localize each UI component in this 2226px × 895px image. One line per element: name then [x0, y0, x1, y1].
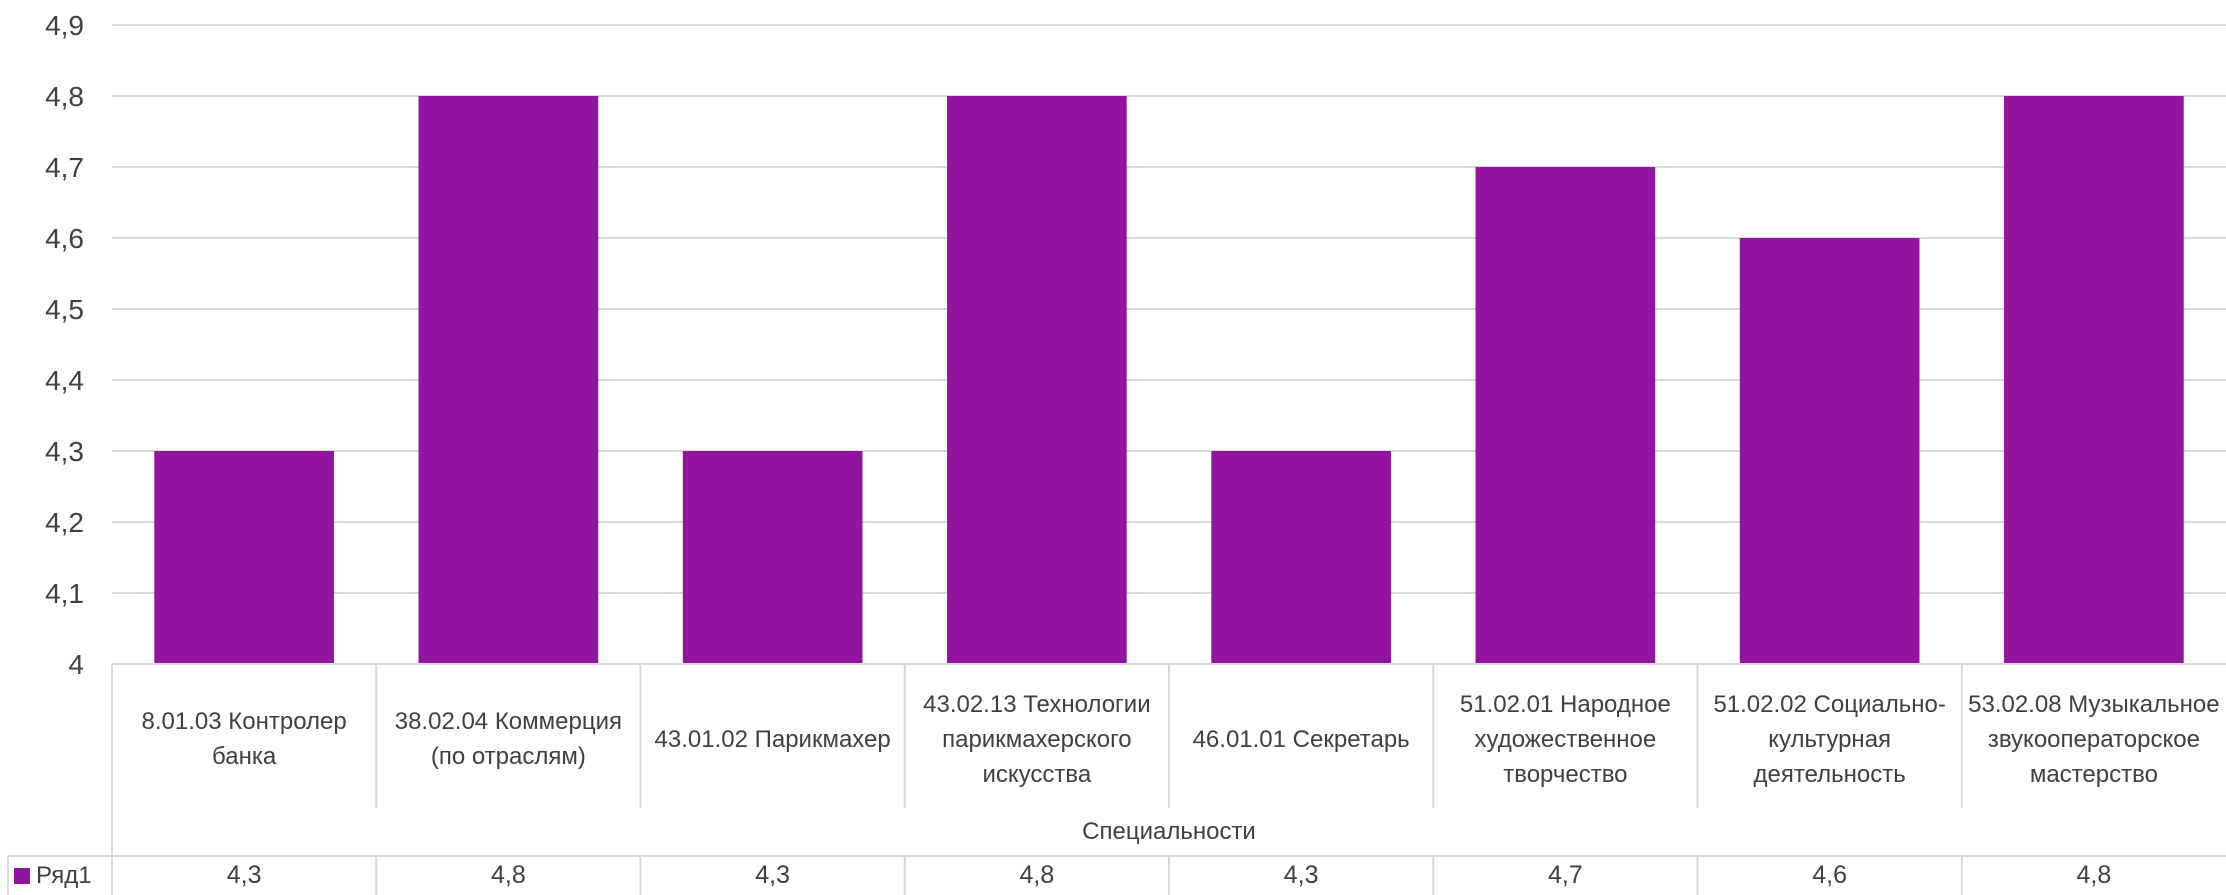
x-category-label: 51.02.01 Народное художественное творчес…: [1459, 690, 1671, 788]
y-tick-label: 4,5: [45, 294, 84, 325]
y-tick-label: 4,1: [45, 578, 84, 609]
x-category-label: 43.02.13 Технологии парикмахерского иску…: [923, 690, 1151, 788]
data-table-value: 4,8: [2076, 861, 2112, 889]
data-table-value: 4,3: [226, 861, 262, 889]
x-category-label: 43.01.02 Парикмахер: [654, 725, 891, 753]
y-tick-label: 4,9: [45, 10, 84, 41]
x-category-label: 8.01.03 Контролер банка: [141, 708, 347, 770]
data-table-value: 4,3: [755, 861, 790, 889]
bar: [1211, 451, 1391, 664]
data-table-value: 4,7: [1547, 861, 1583, 889]
bar: [2004, 96, 2184, 664]
data-table-lines: [7, 663, 2226, 895]
y-tick-label: 4,2: [45, 507, 84, 538]
y-tick-label: 4,7: [45, 152, 84, 183]
y-tick-label: 4: [68, 649, 84, 680]
x-category-label: 51.02.02 Социально-культурная деятельнос…: [1713, 690, 1946, 788]
bar: [154, 451, 334, 664]
y-tick-label: 4,3: [45, 436, 84, 467]
bar: [418, 96, 599, 664]
y-tick-label: 4,4: [45, 365, 84, 396]
legend-series-name: Ряд1: [36, 861, 92, 889]
bars: [154, 96, 2184, 664]
x-category-label: 53.02.08 Музыкальное звукооператорское м…: [1968, 690, 2220, 788]
data-table-value: 4,3: [1283, 861, 1319, 889]
y-tick-label: 4,6: [45, 223, 84, 254]
y-tick-label: 4,8: [45, 81, 84, 112]
x-category-label: 46.01.01 Секретарь: [1192, 725, 1410, 753]
bar: [947, 96, 1127, 664]
bar: [1475, 167, 1656, 664]
data-table-value: 4,8: [1019, 861, 1055, 889]
bar: [682, 451, 863, 664]
data-table-value: 4,6: [1812, 861, 1847, 889]
y-axis-ticks: 4 4,1 4,2 4,3 4,4 4,5 4,6 4,7 4,8 4,9: [45, 10, 84, 680]
x-axis-title: Специальности: [1082, 818, 1256, 845]
legend-series-1: Ряд1: [14, 856, 92, 895]
data-table-value: 4,8: [490, 861, 526, 889]
x-category-label: 38.02.04 Коммерция (по отраслям): [394, 708, 622, 770]
bar: [1739, 238, 1920, 664]
legend-color-key: [14, 867, 30, 884]
